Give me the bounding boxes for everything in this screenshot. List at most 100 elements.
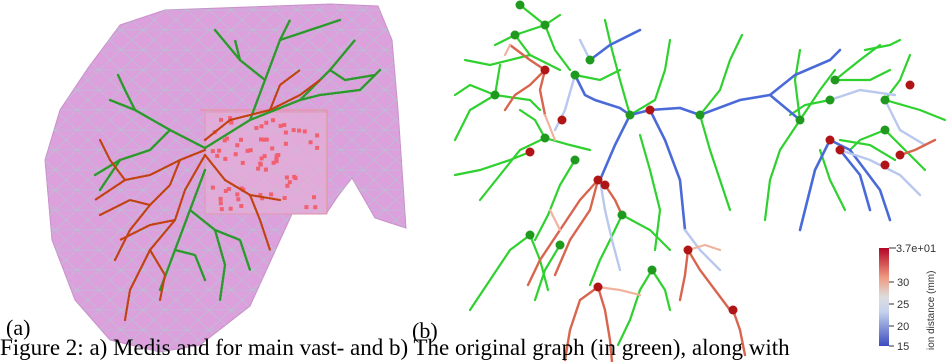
region-dot bbox=[245, 148, 250, 153]
region-dot bbox=[261, 137, 266, 142]
region-dot bbox=[260, 196, 265, 201]
graph-node-red bbox=[683, 245, 693, 255]
region-dot bbox=[258, 161, 263, 166]
region-dot bbox=[259, 124, 264, 129]
panel-label-b: (b) bbox=[412, 318, 438, 343]
region-dot bbox=[226, 187, 231, 192]
graph-node-red bbox=[593, 282, 603, 292]
graph-node-red bbox=[600, 180, 610, 190]
region-dot bbox=[283, 130, 288, 135]
graph-node-green bbox=[695, 110, 705, 120]
vessels-red-a bbox=[93, 68, 322, 322]
region-dot bbox=[223, 189, 228, 193]
region-dot bbox=[302, 129, 307, 134]
region-dot bbox=[228, 206, 233, 211]
region-dot bbox=[312, 195, 316, 200]
colorbar-tick-30: 30 bbox=[897, 277, 909, 289]
graph-node-green bbox=[830, 75, 840, 85]
graph-node-red bbox=[905, 80, 915, 90]
graph-node-red bbox=[525, 147, 535, 157]
region-dot bbox=[292, 174, 297, 179]
region-dot bbox=[239, 137, 243, 142]
region-dot bbox=[297, 128, 301, 133]
colorbar-tick-20: 20 bbox=[897, 321, 909, 333]
region-dot bbox=[315, 145, 320, 150]
graph-node-green bbox=[647, 265, 657, 275]
graph-node-green bbox=[570, 70, 580, 80]
region-dot bbox=[270, 146, 275, 151]
region-dot bbox=[259, 137, 263, 142]
graph-edges-green bbox=[453, 3, 947, 347]
colorbar-tick-25: 25 bbox=[897, 299, 909, 311]
region-dot bbox=[271, 118, 275, 123]
region-dot bbox=[271, 160, 276, 165]
colorbar-tick-15: 15 bbox=[897, 341, 909, 353]
graph-node-green bbox=[880, 95, 890, 105]
graph-node-red bbox=[557, 115, 567, 125]
region-dot bbox=[283, 141, 288, 146]
graph-node-green bbox=[880, 125, 890, 135]
region-dot bbox=[254, 126, 259, 130]
region-dot bbox=[225, 136, 229, 141]
region-dot bbox=[239, 186, 244, 191]
region-dot bbox=[239, 204, 244, 208]
graph-node-red bbox=[880, 160, 890, 170]
region-dot bbox=[269, 192, 274, 197]
region-dot bbox=[256, 166, 261, 171]
region-dot bbox=[233, 152, 238, 157]
region-dot bbox=[278, 123, 283, 128]
region-dot bbox=[215, 153, 220, 158]
graph-node-green bbox=[490, 90, 500, 100]
region-dot bbox=[315, 133, 320, 138]
region-dot bbox=[282, 123, 287, 127]
colorbar-ramp bbox=[879, 248, 889, 346]
region-dot bbox=[235, 143, 240, 148]
region-dot bbox=[210, 149, 215, 154]
graph-node-green bbox=[625, 110, 635, 120]
graph-nodes bbox=[490, 0, 915, 315]
colorbar-title: ion distance (mm) bbox=[926, 271, 937, 350]
region-dot bbox=[228, 116, 233, 121]
graph-edges-red bbox=[503, 43, 937, 362]
region-dot bbox=[210, 185, 215, 190]
region-dot bbox=[235, 192, 240, 197]
region-dot bbox=[282, 196, 287, 200]
graph-node-green bbox=[510, 30, 520, 40]
region-dot bbox=[219, 117, 223, 122]
region-dot bbox=[285, 183, 290, 188]
graph-node-green bbox=[825, 95, 835, 105]
graph-node-green bbox=[540, 20, 550, 30]
region-dot bbox=[274, 156, 279, 161]
region-dot bbox=[217, 148, 222, 153]
graph-node-green bbox=[585, 55, 595, 65]
region-dot bbox=[240, 160, 245, 165]
region-dot bbox=[218, 201, 223, 206]
region-dot bbox=[259, 156, 264, 161]
vessels-green-a bbox=[93, 18, 382, 302]
region-dot bbox=[313, 205, 318, 210]
graph-node-red bbox=[895, 150, 905, 160]
region-dot bbox=[262, 154, 267, 159]
region-dot bbox=[284, 175, 289, 180]
colorbar-max-label: 3.7e+01 bbox=[896, 243, 936, 255]
graph-node-red bbox=[835, 145, 845, 155]
colorbar: 3.7e+01 30 25 20 15 ion distance (mm) bbox=[879, 243, 937, 353]
graph-edges-blue bbox=[573, 28, 892, 232]
region-dot bbox=[308, 140, 313, 145]
region-dot bbox=[223, 156, 228, 161]
region-dot bbox=[218, 196, 223, 201]
region-dot bbox=[274, 159, 279, 164]
graph-node-red bbox=[728, 305, 738, 315]
panel-a-liver bbox=[44, 3, 407, 353]
region-dot bbox=[236, 197, 241, 202]
graph-node-green bbox=[570, 155, 580, 165]
region-dot bbox=[264, 120, 269, 125]
graph-node-red bbox=[645, 105, 655, 115]
region-dot bbox=[263, 167, 268, 172]
region-dots bbox=[210, 116, 320, 212]
region-dot bbox=[219, 207, 224, 212]
graph-node-red bbox=[540, 65, 550, 75]
graph-node-green bbox=[525, 230, 535, 240]
graph-node-green bbox=[555, 240, 565, 250]
region-dot bbox=[304, 205, 309, 210]
